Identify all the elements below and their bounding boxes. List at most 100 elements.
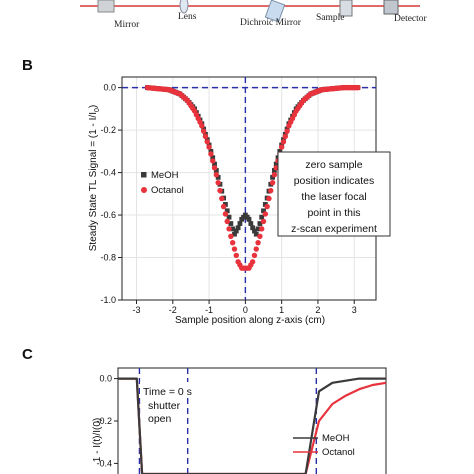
y-tick-label: -0.6 bbox=[100, 210, 116, 220]
y-tick-label-c: -0.2 bbox=[96, 416, 112, 426]
octanol-point bbox=[200, 128, 207, 134]
meoh-point bbox=[228, 221, 234, 226]
octanol-point bbox=[251, 252, 258, 259]
octanol-point bbox=[213, 171, 220, 178]
meoh-point bbox=[232, 231, 237, 237]
detector-label: Detector bbox=[394, 14, 428, 24]
octanol-point bbox=[217, 187, 223, 194]
chart-b-annotation: zero sample position indicates the laser… bbox=[277, 151, 391, 237]
y-tick-label: -1.0 bbox=[100, 295, 116, 305]
sample-icon bbox=[339, 0, 353, 17]
chart-b-y-axis-label: Steady State TL Signal = (1 - I/I0) bbox=[88, 105, 101, 252]
octanol-point bbox=[268, 187, 274, 194]
annotation-line-5: z-scan experiment bbox=[291, 223, 377, 235]
panel-c-letter: C bbox=[22, 346, 33, 363]
octanol-point bbox=[278, 144, 285, 150]
octanol-point bbox=[202, 133, 209, 140]
annotation-c-line-3: open bbox=[148, 413, 172, 425]
meoh-point bbox=[224, 208, 230, 214]
meoh-point bbox=[213, 168, 219, 173]
octanol-point bbox=[284, 128, 290, 134]
meoh-point bbox=[259, 214, 265, 220]
octanol-point bbox=[260, 218, 267, 225]
meoh-point bbox=[250, 225, 256, 231]
octanol-point bbox=[210, 158, 216, 164]
meoh-point bbox=[212, 161, 217, 167]
legend-meoh-label: MeOH bbox=[151, 170, 179, 181]
lens-icon bbox=[179, 0, 189, 14]
legend-c-meoh-label: MeOH bbox=[322, 433, 350, 444]
octanol-point bbox=[222, 211, 229, 217]
chart-c-legend: MeOH Octanol bbox=[293, 433, 355, 458]
octanol-point bbox=[208, 151, 214, 157]
legend-c-octanol-label: Octanol bbox=[322, 447, 355, 458]
meoh-point bbox=[261, 208, 266, 214]
y-tick-label-c: -0.4 bbox=[96, 458, 112, 468]
annotation-c-line-2: shutter bbox=[148, 400, 181, 412]
octanol-point bbox=[229, 239, 236, 246]
meoh-point bbox=[233, 228, 239, 234]
x-tick-label: 3 bbox=[352, 305, 357, 315]
meoh-point bbox=[262, 202, 268, 207]
x-tick-label: -3 bbox=[133, 305, 141, 315]
octanol-point bbox=[253, 246, 259, 252]
chart-c-y-axis-label: 1 - I(t)/I(0) bbox=[92, 418, 103, 462]
meoh-point bbox=[253, 231, 259, 237]
octanol-point bbox=[228, 233, 234, 239]
y-tick-label-c: 0.0 bbox=[99, 374, 112, 384]
octanol-point bbox=[226, 226, 232, 232]
octanol-point bbox=[257, 233, 263, 239]
annotation-line-2: position indicates bbox=[294, 175, 375, 187]
sample-label: Sample bbox=[316, 13, 345, 23]
octanol-point bbox=[211, 165, 218, 171]
meoh-point bbox=[272, 168, 277, 173]
octanol-point bbox=[204, 139, 210, 145]
lens-label: Lens bbox=[178, 12, 197, 22]
meoh-point bbox=[248, 221, 254, 226]
y-tick-label: -0.8 bbox=[100, 253, 116, 263]
octanol-point bbox=[224, 218, 230, 225]
octanol-point bbox=[264, 203, 270, 210]
octanol-point bbox=[255, 239, 261, 246]
meoh-point bbox=[255, 226, 261, 232]
octanol-point bbox=[282, 133, 288, 140]
legend-octanol-marker bbox=[141, 187, 147, 193]
meoh-point bbox=[237, 221, 243, 226]
octanol-point bbox=[249, 259, 256, 265]
octanol-point bbox=[280, 139, 287, 145]
octanol-point bbox=[262, 211, 269, 217]
legend-meoh-marker bbox=[141, 172, 147, 178]
chart-c-annotation: Time = 0 s shutter open bbox=[140, 382, 206, 425]
meoh-point bbox=[273, 161, 279, 167]
x-tick-label: 2 bbox=[315, 305, 320, 315]
chart-c: 0.0 -0.2 -0.4 bbox=[96, 367, 387, 474]
annotation-c-line-1: Time = 0 s bbox=[143, 386, 192, 398]
meoh-point bbox=[210, 155, 216, 161]
dichroic-mirror-label: Dichroic Mirror bbox=[240, 18, 302, 28]
octanol-point bbox=[266, 195, 272, 202]
dichroic-mirror-icon bbox=[264, 0, 286, 23]
chart-b-legend: MeOH Octanol bbox=[141, 170, 184, 196]
y-tick-label: -0.2 bbox=[100, 125, 116, 135]
meoh-point bbox=[270, 174, 275, 180]
octanol-point bbox=[233, 252, 239, 259]
meoh-point bbox=[223, 202, 228, 207]
annotation-line-1: zero sample bbox=[305, 159, 362, 171]
y-tick-label: -0.4 bbox=[100, 168, 116, 178]
annotation-line-4: point in this bbox=[307, 207, 360, 219]
chart-b-y-label-suffix: ) bbox=[88, 105, 99, 108]
x-tick-label: -2 bbox=[169, 305, 177, 315]
mirror-label: Mirror bbox=[114, 20, 140, 30]
octanol-point bbox=[219, 195, 225, 202]
schematic-panel-a: Mirror Lens Dichroic Mirror Sample Detec… bbox=[80, 0, 428, 30]
chart-b-y-label-sub: 0 bbox=[94, 108, 101, 112]
octanol-point bbox=[259, 226, 265, 232]
detector-icon bbox=[383, 0, 399, 15]
octanol-point bbox=[355, 84, 361, 91]
meoh-point bbox=[257, 221, 263, 226]
annotation-c-bg bbox=[140, 382, 206, 398]
chart-b-x-axis-label: Sample position along z-axis (cm) bbox=[175, 315, 325, 326]
octanol-point bbox=[220, 203, 227, 210]
octanol-point bbox=[199, 123, 205, 129]
meoh-point bbox=[226, 214, 232, 220]
